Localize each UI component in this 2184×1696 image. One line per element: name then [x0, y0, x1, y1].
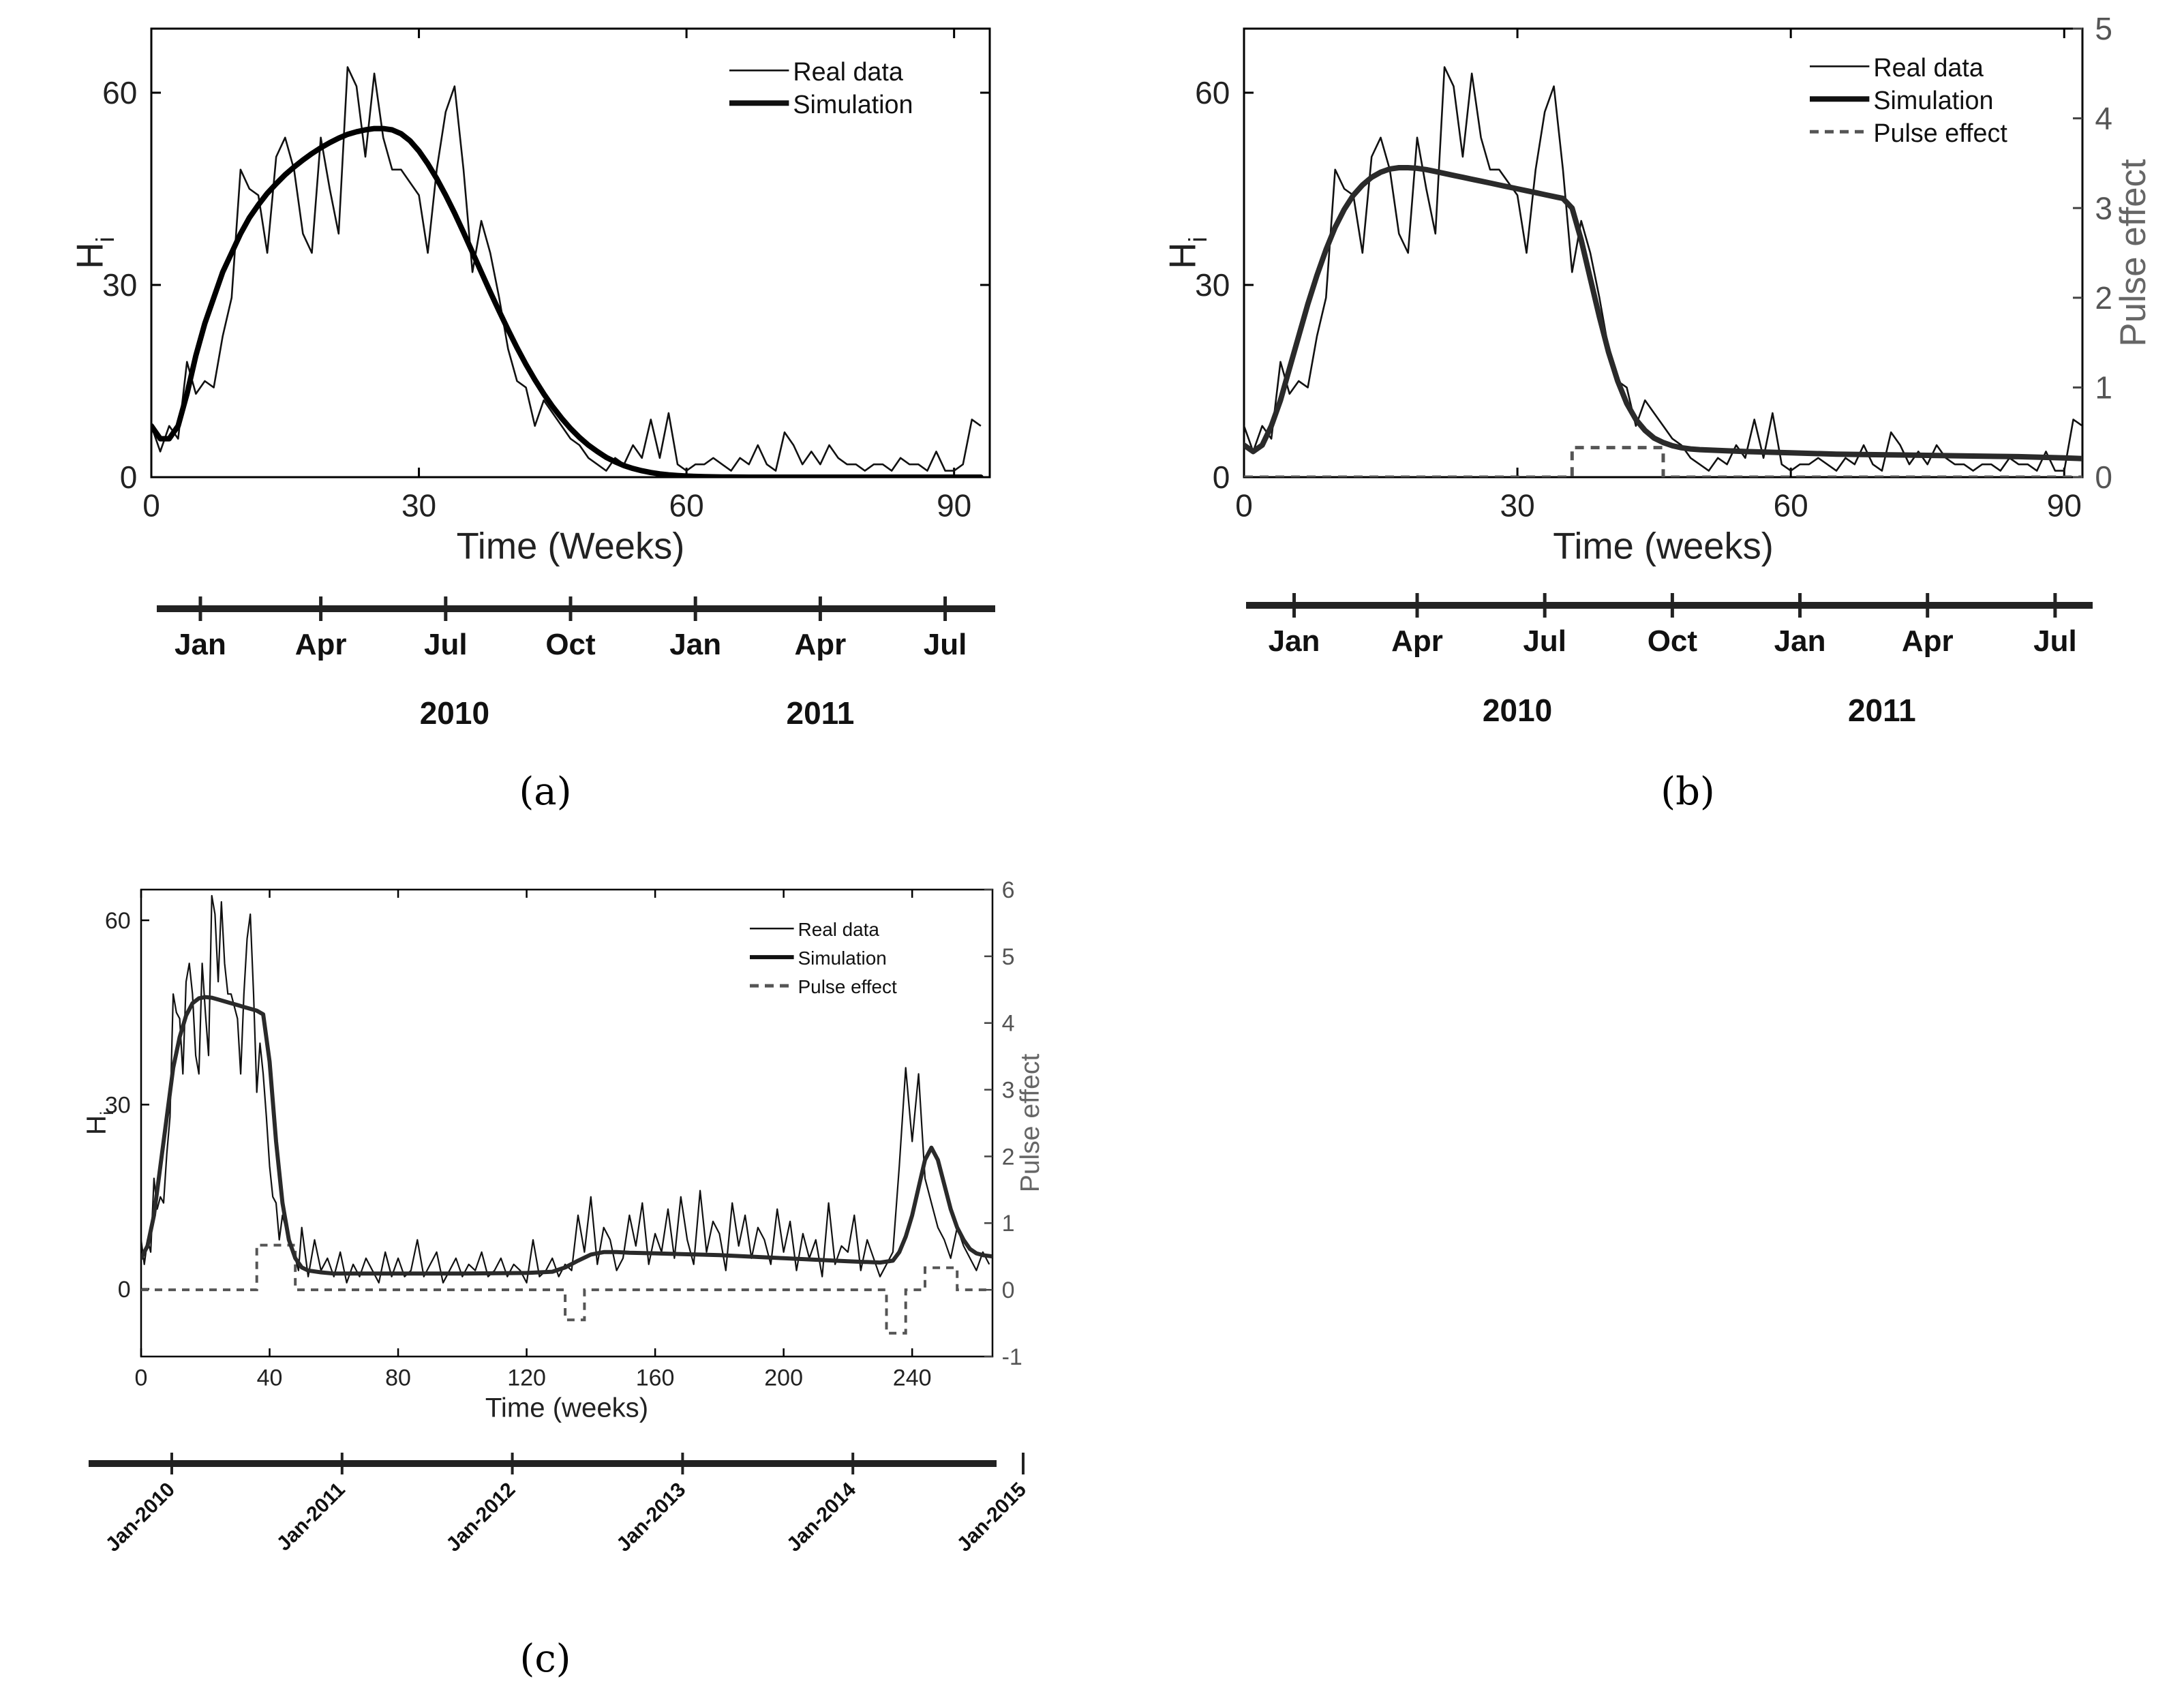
plot-area: [1244, 66, 2082, 477]
y-axis-title-main: H: [80, 1115, 111, 1135]
timeline-year-label: 2011: [1848, 693, 1916, 728]
x-axis-title: Time (Weeks): [457, 526, 685, 567]
y-axis-title-subscript: i: [91, 237, 119, 242]
plot-frame: [140, 888, 994, 1358]
chart-panel-b: 0 30 60 90 0 30 60 0 1 2 3 4 5 Pulse effect Time (week…: [1162, 11, 2153, 728]
y-axis-title-subscript: i: [96, 1111, 117, 1115]
legend-label: Pulse effect: [798, 976, 897, 997]
y-tick-label: 30: [1195, 267, 1230, 303]
y-axis-title-subscript: i: [1184, 237, 1212, 242]
timeline-month-label: Jan: [1269, 624, 1320, 658]
x-tick-label: 240: [893, 1365, 932, 1391]
y-tick-label: 60: [1195, 75, 1230, 110]
x-tick-label: 40: [257, 1365, 283, 1391]
x-tick-label: 200: [764, 1365, 803, 1391]
timeline-year-label: 2010: [420, 695, 489, 731]
y-axis-title-main: H: [1162, 242, 1204, 269]
timeline-month-label: Jul: [924, 628, 967, 661]
x-tick-label: 80: [385, 1365, 411, 1391]
legend-label: Simulation: [798, 948, 887, 969]
y-axis-right-title: Pulse effect: [1016, 1054, 1045, 1193]
y-tick-label: 60: [105, 908, 131, 934]
y-right-tick-label: 5: [2095, 11, 2112, 46]
x-tick-label: 90: [2047, 488, 2082, 524]
timeline-month-label: Jul: [2033, 624, 2077, 658]
x-axis-title: Time (weeks): [1553, 526, 1774, 567]
x-tick-label: 90: [937, 488, 971, 524]
real-data-line: [141, 894, 990, 1284]
legend-label: Real data: [798, 919, 880, 940]
y-tick-label: 30: [102, 267, 137, 303]
timeline-year-label: 2010: [1483, 693, 1552, 728]
y-axis-title: Hi: [1162, 237, 1212, 269]
plot-area: [151, 66, 984, 477]
timeline-year-label: 2011: [786, 695, 854, 731]
y-tick-label: 0: [1213, 459, 1230, 495]
y-right-tick-label: 3: [1002, 1077, 1015, 1103]
y-tick-label: 30: [105, 1092, 131, 1118]
x-tick-label: 0: [135, 1365, 148, 1391]
x-tick-label: 0: [142, 488, 160, 524]
y-right-tick-label: 6: [1002, 877, 1015, 903]
x-tick-label: 120: [507, 1365, 546, 1391]
timeline-month-label: Apr: [295, 628, 347, 661]
y-right-tick-label: 2: [2095, 280, 2112, 316]
y-right-tick-label: 1: [1002, 1211, 1015, 1237]
x-tick-label: 0: [1235, 488, 1253, 524]
timeline-month-label: Oct: [1648, 624, 1698, 658]
legend-label: Pulse effect: [1873, 119, 2007, 147]
simulation-line: [1244, 165, 2082, 461]
y-right-tick-label: 2: [1002, 1144, 1015, 1170]
timeline-month-label: Jul: [424, 628, 468, 661]
x-tick-label: 30: [1500, 488, 1535, 524]
legend-label: Real data: [1873, 53, 1983, 82]
plot-frame: [150, 27, 991, 479]
simulation-line: [141, 995, 992, 1276]
y-right-tick-label: 0: [2095, 459, 2112, 495]
legend-label: Real data: [793, 57, 903, 86]
y-right-tick-label: -1: [1002, 1344, 1022, 1370]
caption-c: (c): [519, 1637, 571, 1681]
x-axis-title: Time (weeks): [485, 1392, 648, 1423]
timeline-month-label: Jan: [1774, 624, 1826, 658]
y-right-tick-label: 0: [1002, 1277, 1015, 1303]
y-tick-label: 60: [102, 75, 137, 110]
y-tick-label: 0: [118, 1277, 131, 1303]
simulation-line: [151, 125, 984, 477]
x-tick-label: 60: [669, 488, 704, 524]
y-axis-title-main: H: [70, 242, 111, 269]
x-tick-label: 60: [1774, 488, 1808, 524]
y-right-tick-label: 4: [2095, 101, 2112, 136]
timeline-month-label: Apr: [1391, 624, 1443, 658]
x-tick-label: 30: [401, 488, 436, 524]
y-right-tick-label: 4: [1002, 1011, 1015, 1037]
timeline-month-label: Jan: [669, 628, 721, 661]
y-axis-title: Hi: [80, 1111, 117, 1135]
y-right-tick-label: 1: [2095, 370, 2112, 406]
y-tick-label: 0: [120, 459, 138, 495]
y-right-tick-label: 5: [1002, 944, 1015, 970]
caption-a: (a): [519, 770, 571, 814]
timeline-month-label: Oct: [545, 628, 596, 661]
plot-area: [141, 894, 992, 1335]
timeline-month-label: Apr: [794, 628, 846, 661]
legend-label: Simulation: [793, 90, 913, 119]
timeline-month-label: Jan: [175, 628, 226, 661]
y-axis-right-title: Pulse effect: [2113, 159, 2153, 347]
y-axis-title: Hi: [70, 237, 119, 269]
y-right-tick-label: 3: [2095, 190, 2112, 226]
real-data-line: [151, 66, 982, 472]
timeline-month-label: Jul: [1523, 624, 1566, 658]
caption-b: (b): [1660, 770, 1715, 814]
timeline-month-label: Apr: [1902, 624, 1954, 658]
x-tick-label: 160: [636, 1365, 675, 1391]
legend-label: Simulation: [1873, 86, 1993, 115]
